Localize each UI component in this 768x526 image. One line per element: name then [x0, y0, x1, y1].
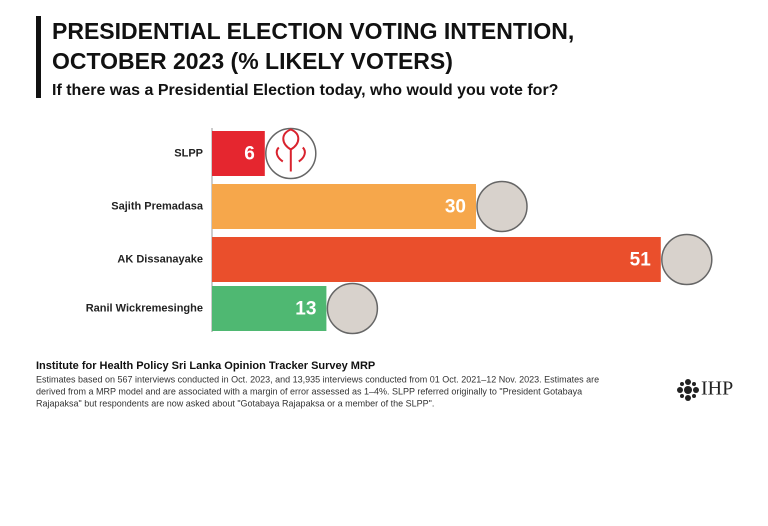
emblem — [275, 128, 306, 172]
category-label: AK Dissanayake — [117, 253, 203, 265]
portrait — [476, 180, 528, 233]
value-label: 13 — [295, 299, 316, 320]
title-accent — [36, 16, 41, 98]
logo: IHP — [677, 378, 733, 401]
chart-title: PRESIDENTIAL ELECTION VOTING INTENTION, — [52, 18, 574, 44]
chart-title: OCTOBER 2023 (% LIKELY VOTERS) — [52, 48, 453, 74]
category-label: Ranil Wickremesinghe — [86, 302, 203, 314]
bar — [212, 286, 327, 331]
chart-subtitle: If there was a Presidential Election tod… — [52, 82, 558, 99]
bar — [212, 237, 661, 282]
value-label: 6 — [244, 144, 255, 165]
note: Rajapaksa" but respondents are now asked… — [36, 398, 434, 408]
category-label: Sajith Premadasa — [111, 200, 204, 212]
portrait — [326, 282, 379, 335]
logo-text: IHP — [701, 378, 733, 400]
note: derived from a MRP model and are associa… — [36, 386, 582, 396]
category-label: SLPP — [174, 147, 203, 159]
bar — [212, 184, 476, 229]
value-label: 30 — [445, 197, 466, 218]
note: Estimates based on 567 interviews conduc… — [36, 374, 599, 384]
portrait — [661, 233, 713, 286]
value-label: 51 — [630, 250, 652, 271]
source: Institute for Health Policy Sri Lanka Op… — [36, 360, 375, 372]
bar — [212, 131, 265, 176]
